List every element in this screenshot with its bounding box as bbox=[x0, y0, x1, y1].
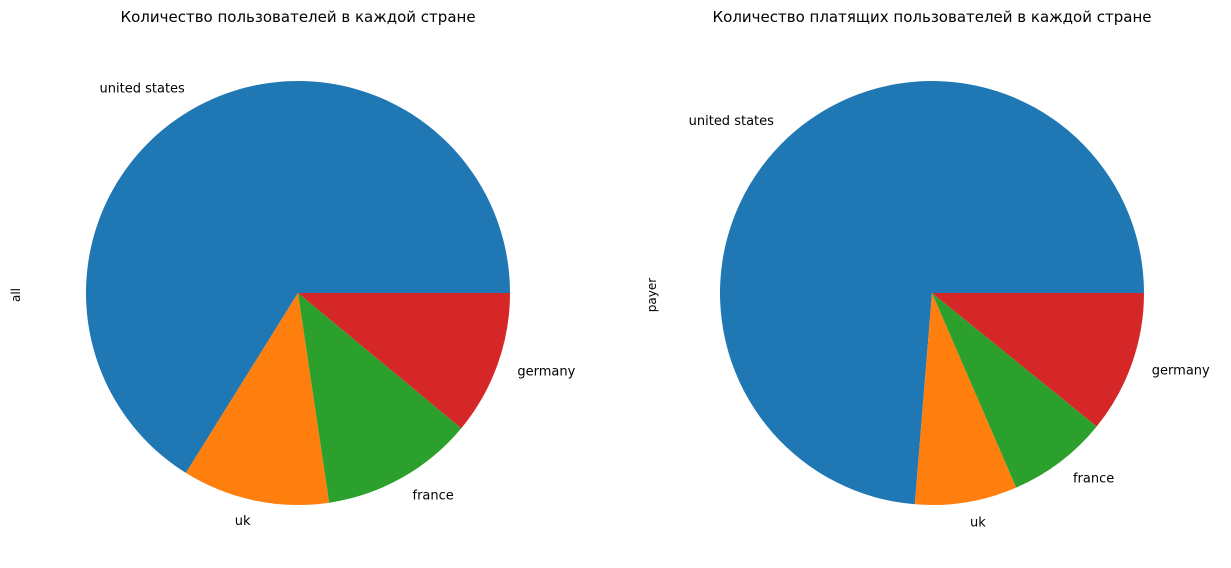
pie-chart-all: Количество пользователей в каждой стране… bbox=[9, 8, 576, 529]
pie-labels: united states uk france germany bbox=[689, 114, 1210, 531]
pie-slices bbox=[85, 81, 511, 505]
pie-chart-payer: Количество платящих пользователей в кажд… bbox=[645, 8, 1210, 531]
slice-label: uk bbox=[970, 516, 986, 531]
pie-slices bbox=[720, 81, 1144, 506]
pie-slice-germany bbox=[298, 293, 510, 429]
slice-label: france bbox=[1073, 471, 1114, 486]
pie-labels: united states uk france germany bbox=[100, 82, 576, 529]
pie-slice-uk bbox=[914, 293, 1017, 506]
slice-label: united states bbox=[689, 114, 775, 129]
slice-label: france bbox=[413, 489, 454, 504]
pie-slice-france bbox=[298, 293, 462, 503]
pie-slice-uk bbox=[185, 293, 330, 505]
slice-label: germany bbox=[1152, 363, 1210, 378]
chart-title: Количество платящих пользователей в кажд… bbox=[713, 8, 1152, 26]
pie-slice-germany bbox=[932, 293, 1144, 427]
chart-title: Количество пользователей в каждой стране bbox=[120, 8, 475, 26]
y-axis-label: all bbox=[9, 288, 23, 302]
pie-slice-united-states bbox=[85, 81, 511, 473]
y-axis-label: payer bbox=[645, 278, 659, 312]
slice-label: germany bbox=[517, 365, 575, 380]
slice-label: uk bbox=[235, 514, 251, 529]
pie-slice-france bbox=[932, 293, 1097, 488]
pie-slice-united-states bbox=[720, 81, 1144, 505]
slice-label: united states bbox=[100, 82, 186, 97]
